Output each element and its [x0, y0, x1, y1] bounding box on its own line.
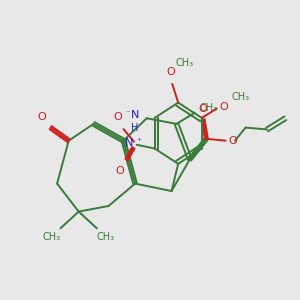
Text: CH₃: CH₃ [97, 232, 115, 242]
Text: CH₃: CH₃ [200, 103, 218, 113]
Text: O: O [199, 104, 208, 114]
Text: O: O [166, 67, 175, 77]
Text: O: O [229, 136, 237, 146]
Text: O: O [38, 112, 46, 122]
Text: N: N [131, 110, 139, 119]
Text: N: N [125, 138, 133, 148]
Text: CH₃: CH₃ [176, 58, 194, 68]
Text: H: H [131, 123, 139, 133]
Text: ⁺: ⁺ [137, 137, 141, 146]
Text: CH₃: CH₃ [42, 232, 61, 242]
Text: ⁻: ⁻ [125, 110, 130, 119]
Text: O: O [116, 166, 124, 176]
Text: O: O [113, 112, 122, 122]
Text: O: O [220, 102, 228, 112]
Text: CH₃: CH₃ [232, 92, 250, 102]
